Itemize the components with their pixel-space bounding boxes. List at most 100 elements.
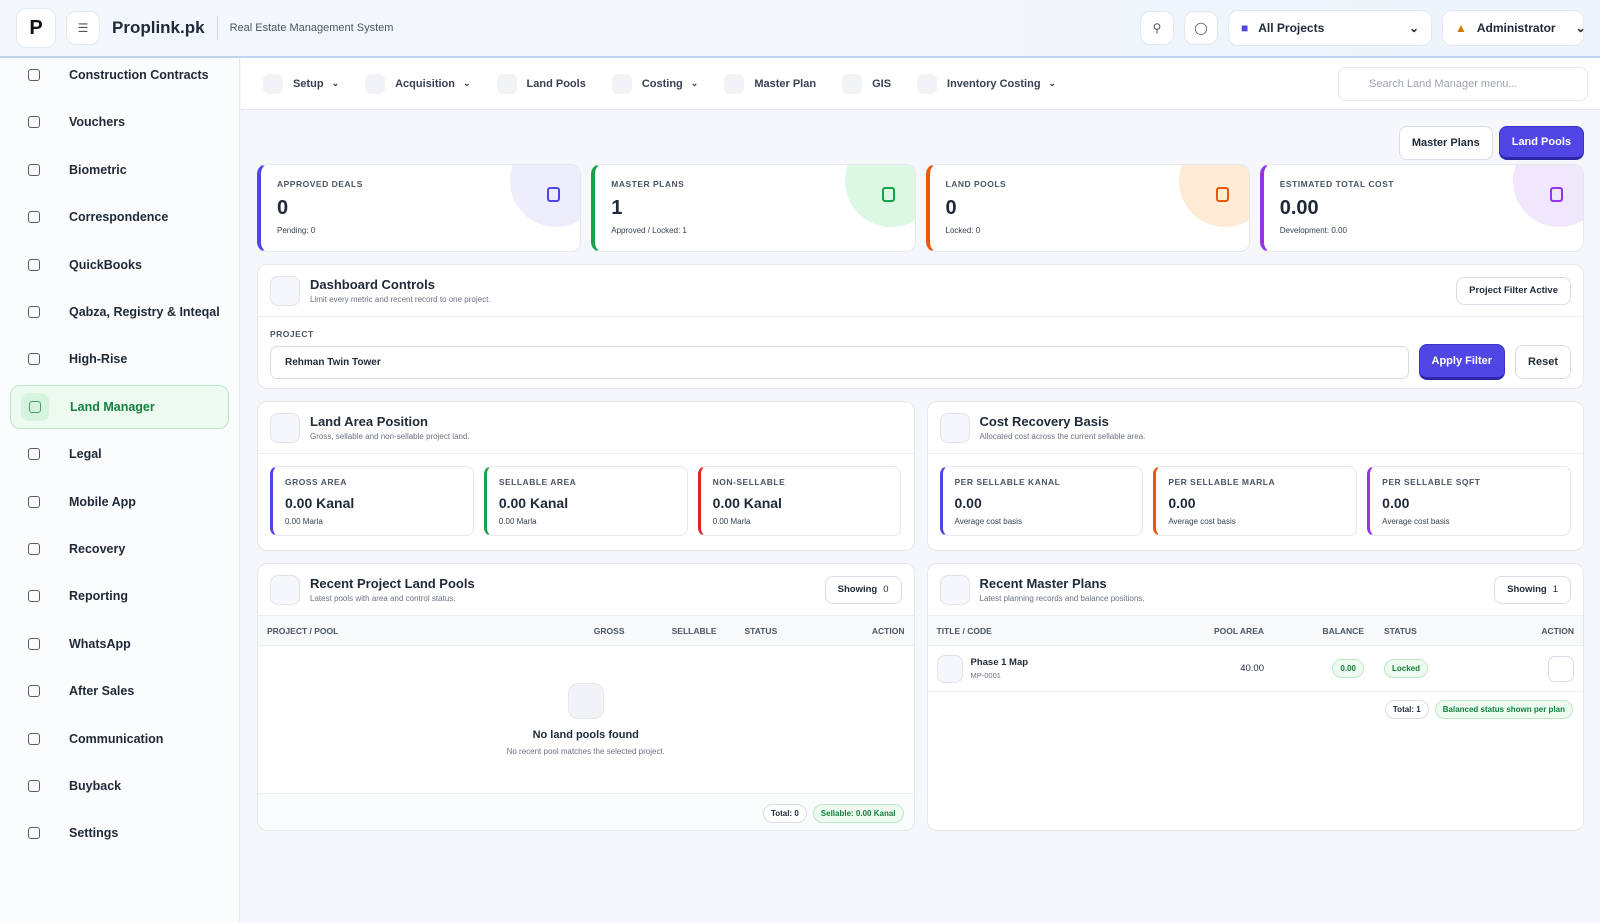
nav-item[interactable]: Inventory Costing ⌄ [917,73,1057,94]
notifications[interactable]: ◯ [1184,11,1218,45]
glyph [28,69,40,81]
user-menu[interactable]: ▲ Administrator ⌄ [1442,10,1586,46]
stat-icon [881,187,895,202]
sidebar-item[interactable]: QuickBooks [10,243,229,287]
metric-value: 0.00 [1168,495,1196,511]
table-footer: Total: 1 Balanced status shown per plan [928,692,1584,727]
showing-count: 1 [1552,584,1558,595]
panel-subtitle: Gross, sellable and non-sellable project… [310,432,470,441]
project-select-label: All Projects [1258,21,1325,35]
project-select[interactable]: ■ All Projects ⌄ [1228,10,1432,46]
metric-card: GROSS AREA 0.00 Kanal 0.00 Marla [270,466,474,536]
sidebar-item[interactable]: After Sales [10,669,229,713]
icon [270,275,300,306]
stat-card: APPROVED DEALS 0 Pending: 0 [257,164,582,252]
stat-label: APPROVED DEALS [277,179,363,189]
nav-item[interactable]: Costing ⌄ [611,73,698,94]
sidebar-item[interactable]: Buyback [10,764,229,808]
view-button[interactable] [1548,655,1574,682]
icon [263,73,283,94]
logo[interactable]: P [16,8,56,48]
sidebar-item[interactable]: Recovery [10,527,229,571]
total-pill: Total: 0 [762,804,807,823]
sidebar-item[interactable]: Qabza, Registry & Inteqal [10,290,229,334]
balance-cell: 0.00 [1264,659,1364,678]
stat-icon [1215,187,1229,202]
glyph [28,211,40,224]
sidebar-label: Settings [69,826,119,841]
nav-item[interactable]: Master Plan [724,73,816,94]
nav-item[interactable]: GIS [842,73,891,94]
sidebar-item[interactable]: Land Manager [10,384,229,429]
sidebar-label: Mobile App [69,494,136,509]
sidebar-item[interactable]: Vouchers [10,100,229,144]
sidebar-label: Land Manager [70,399,155,414]
showing-badge[interactable]: Showing 1 [1494,575,1571,604]
showing-count: 0 [883,584,889,595]
empty-state: No land pools found No recent pool matche… [258,646,914,794]
project-input[interactable]: Rehman Twin Tower [270,345,1409,379]
showing-badge[interactable]: Showing 0 [824,575,902,604]
action-button[interactable]: Land Pools [1498,126,1584,160]
stat-card: MASTER PLANS 1 Approved / Locked: 1 [591,164,916,252]
metric-label: PER SELLABLE SQFT [1382,477,1481,487]
header: P ☰ Proplink.pk Real Estate Management S… [0,0,1600,58]
showing-label: Showing [1507,584,1547,595]
column-header: PROJECT / POOL [267,625,339,636]
glyph [28,163,40,176]
sidebar-item[interactable]: Construction Contracts [10,53,229,97]
reset[interactable]: Reset [1515,345,1571,379]
sidebar-label: Communication [69,731,164,746]
column-header: STATUS [1384,625,1417,636]
metric-sub: Average cost basis [1382,517,1450,526]
nav-label: Costing [641,77,683,90]
plan-code: MP-0001 [970,671,1001,680]
user-name: Administrator [1476,21,1556,35]
stat-label: MASTER PLANS [611,179,685,189]
sidebar-item[interactable]: Reporting [10,574,229,618]
app-name: Proplink.pk [112,18,205,37]
metric-label: PER SELLABLE KANAL [954,477,1061,487]
icon [20,108,48,136]
sidebar-item[interactable]: Settings [10,811,229,855]
panel-subtitle: Allocated cost across the current sellab… [979,432,1146,441]
column-header: GROSS [593,625,625,636]
metric-card: PER SELLABLE KANAL 0.00 Average cost basis [939,466,1144,536]
stat-label: ESTIMATED TOTAL COST [1279,179,1394,189]
nav-item[interactable]: Land Pools [496,73,586,94]
sellable-pill: Sellable: 0.00 Kanal [812,804,904,823]
sidebar-item[interactable]: Biometric [10,148,229,192]
sidebar-label: WhatsApp [69,636,131,651]
sidebar-item[interactable]: Communication [10,717,229,761]
metric-sub: 0.00 Marla [712,517,751,526]
nav-label: Setup [293,77,324,90]
nav-label: Inventory Costing [947,77,1041,90]
master-plans-panel: Recent Master Plans Latest planning recor… [926,563,1584,831]
title-block: Phase 1 Map MP-0001 [971,657,1029,680]
app-subtitle: Real Estate Management System [216,16,393,40]
sidebar-item[interactable]: Mobile App [10,480,229,524]
metric-sub: 0.00 Marla [498,517,537,526]
icon [939,574,970,605]
column-header: POOL AREA [1213,625,1264,636]
nav-item[interactable]: Setup ⌄ [263,73,340,94]
chevron: ⌄ [1048,78,1057,88]
sidebar-item[interactable]: WhatsApp [10,622,229,666]
chevron: ⌄ [331,78,340,88]
stat-sub: Locked: 0 [945,226,981,235]
apply-filter[interactable]: Apply Filter [1418,344,1506,380]
action-button[interactable]: Master Plans [1398,126,1493,160]
menu-button[interactable]: ☰ [66,11,100,45]
menu-search[interactable]: Search Land Manager menu... [1338,67,1588,101]
search-button[interactable]: ⚲ [1140,11,1174,45]
metric-value: 0.00 Kanal [285,495,355,511]
sidebar-item[interactable]: Legal [10,432,229,476]
icon [20,535,48,563]
sidebar-item[interactable]: Correspondence [10,195,229,239]
icon [496,73,517,94]
icon [365,73,386,94]
panel-title: Recent Master Plans [979,576,1107,591]
sidebar-item[interactable]: High-Rise [10,337,229,381]
nav-item[interactable]: Acquisition ⌄ [365,73,471,94]
